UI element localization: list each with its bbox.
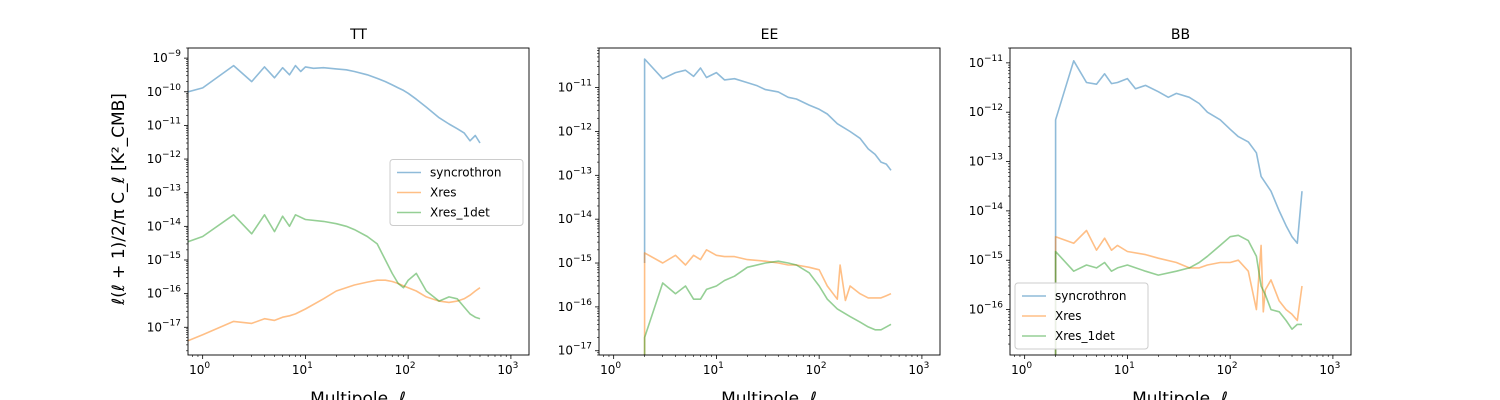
y-tick-label: 10−11: [558, 79, 592, 95]
x-tick-label: 100: [1011, 361, 1032, 377]
panel-title: EE: [761, 27, 779, 43]
panel-title: TT: [349, 27, 367, 43]
legend: syncrothron Xres Xres_1det: [389, 159, 524, 226]
x-tick-label: 103: [1319, 361, 1340, 377]
y-tick-label: 10−9: [152, 49, 181, 65]
axes-frame: [598, 47, 941, 356]
series-line-syncrothron: [643, 58, 892, 263]
y-tick-label: 10−13: [147, 184, 181, 200]
y-tick-label: 10−14: [558, 210, 593, 226]
x-tick-label: 102: [806, 361, 827, 377]
y-tick-label: 10−12: [558, 122, 592, 138]
x-axis-label-panel-1: Multipole, ℓ: [310, 389, 406, 400]
panel-tt: TT 100 101 102 103 10−17 10−16 10−15 10−14 10−13 1…: [147, 27, 530, 377]
series-line-xres_1det: [188, 214, 481, 320]
series-line-xres: [188, 279, 481, 342]
legend-entry-xres: Xres: [430, 186, 457, 200]
y-tick-label: 10−16: [558, 298, 593, 314]
x-tick-label: 103: [497, 361, 518, 377]
y-tick-label: 10−15: [558, 254, 592, 270]
legend: syncrothron Xres Xres_1det: [1014, 282, 1149, 350]
y-tick-label: 10−14: [147, 217, 182, 233]
y-tick-label: 10−11: [147, 116, 181, 132]
legend-entry-xres: Xres: [1055, 309, 1082, 323]
y-tick-label: 10−12: [969, 103, 1003, 119]
x-tick-label: 101: [703, 361, 724, 377]
y-tick-label: 10−10: [147, 83, 182, 99]
legend-entry-xres_1det: Xres_1det: [1055, 329, 1115, 343]
y-tick-label: 10−12: [147, 150, 181, 166]
y-tick-label: 10−17: [558, 342, 592, 358]
y-tick-label: 10−14: [969, 202, 1004, 218]
series-line-xres: [643, 249, 892, 355]
y-tick-label: 10−13: [969, 153, 1003, 169]
series-group: [188, 64, 481, 342]
series-line-syncrothron: [188, 64, 481, 144]
y-tick-label: 10−16: [969, 301, 1004, 317]
legend-box: [389, 159, 524, 226]
series-line-xres: [1054, 229, 1303, 355]
x-tick-label: 101: [292, 361, 313, 377]
axes-frame: [1009, 47, 1352, 356]
x-tick-label: 101: [1114, 361, 1135, 377]
x-tick-label: 100: [189, 361, 210, 377]
y-tick-label: 10−13: [558, 166, 592, 182]
panel-title: BB: [1171, 27, 1190, 43]
series-line-xres_1det: [643, 260, 892, 355]
panels: TT 100 101 102 103 10−17 10−16 10−15 10−14 10−13 1…: [147, 27, 1352, 377]
x-tick-label: 103: [908, 361, 929, 377]
y-tick-label: 10−16: [147, 285, 182, 301]
x-tick-label: 102: [1217, 361, 1238, 377]
legend-entry-syncrothron: syncrothron: [430, 166, 502, 180]
series-line-syncrothron: [1054, 59, 1303, 355]
legend-entry-xres_1det: Xres_1det: [430, 206, 490, 220]
y-tick-label: 10−15: [969, 251, 1003, 267]
series-group: [643, 58, 892, 355]
y-tick-label: 10−11: [969, 54, 1003, 70]
series-line-xres_1det: [1054, 234, 1302, 355]
panel-bb: BB 100 101 102 103 10−16 10−15 10−14 10−13 10−12 1…: [969, 27, 1352, 377]
legend-entry-syncrothron: syncrothron: [1055, 289, 1127, 303]
x-axis-label-panel-2: Multipole, ℓ: [721, 389, 817, 400]
x-tick-label: 100: [600, 361, 621, 377]
panel-ee: EE 100 101 102 103 10−17 10−16 10−15 10−14 10−13 1…: [558, 27, 941, 377]
axes-frame: [187, 47, 530, 356]
legend-box: [1014, 282, 1149, 350]
y-tick-label: 10−17: [147, 318, 181, 334]
x-tick-label: 102: [395, 361, 416, 377]
x-axis-label-panel-3: Multipole, ℓ: [1132, 389, 1228, 400]
series-group: [1054, 59, 1303, 355]
y-axis-label: ℓ(ℓ + 1)/2/π C_ℓ [K²_CMB]: [109, 93, 129, 306]
y-tick-label: 10−15: [147, 251, 181, 267]
